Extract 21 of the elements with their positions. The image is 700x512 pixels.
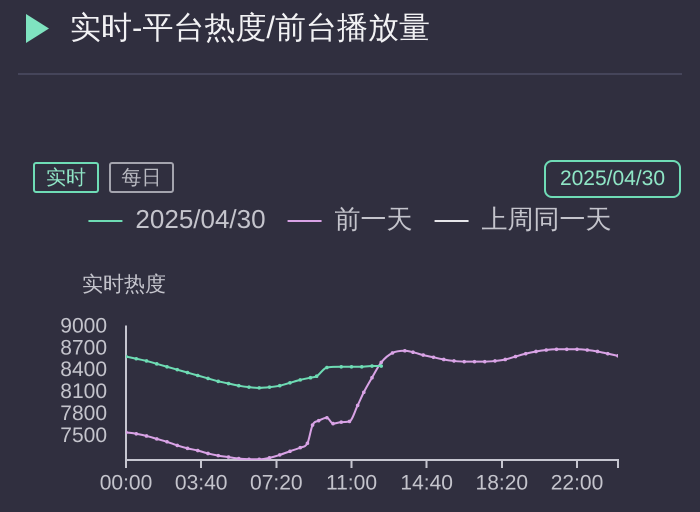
y-tick-label: 8100 bbox=[60, 380, 107, 404]
legend-label: 上周同一天 bbox=[482, 204, 612, 234]
legend-label: 2025/04/30 bbox=[135, 204, 266, 234]
text: 2025/04/30 bbox=[560, 167, 666, 191]
x-tick-label: 14:40 bbox=[400, 471, 453, 494]
x-tick-label: 18:20 bbox=[476, 471, 528, 494]
y-tick-label: 8400 bbox=[60, 358, 107, 382]
y-tick-label: 8700 bbox=[60, 336, 107, 360]
x-tick-label: 07:20 bbox=[250, 471, 303, 494]
x-tick-label: 11:00 bbox=[326, 471, 377, 494]
y-tick-label: 7800 bbox=[60, 402, 107, 425]
text: 实时 bbox=[46, 166, 86, 191]
y-axis-title: 实时热度 bbox=[82, 273, 166, 297]
x-tick-label: 00:00 bbox=[100, 471, 152, 494]
text: 每日 bbox=[122, 166, 162, 191]
x-tick-label: 03:40 bbox=[174, 471, 228, 494]
legend-label: 前一天 bbox=[334, 204, 413, 234]
x-tick-label: 22:00 bbox=[550, 471, 604, 494]
y-tick-label: 7500 bbox=[60, 424, 107, 447]
chart-title: 实时-平台热度/前台播放量 bbox=[70, 10, 430, 46]
y-tick-label: 9000 bbox=[60, 314, 107, 338]
